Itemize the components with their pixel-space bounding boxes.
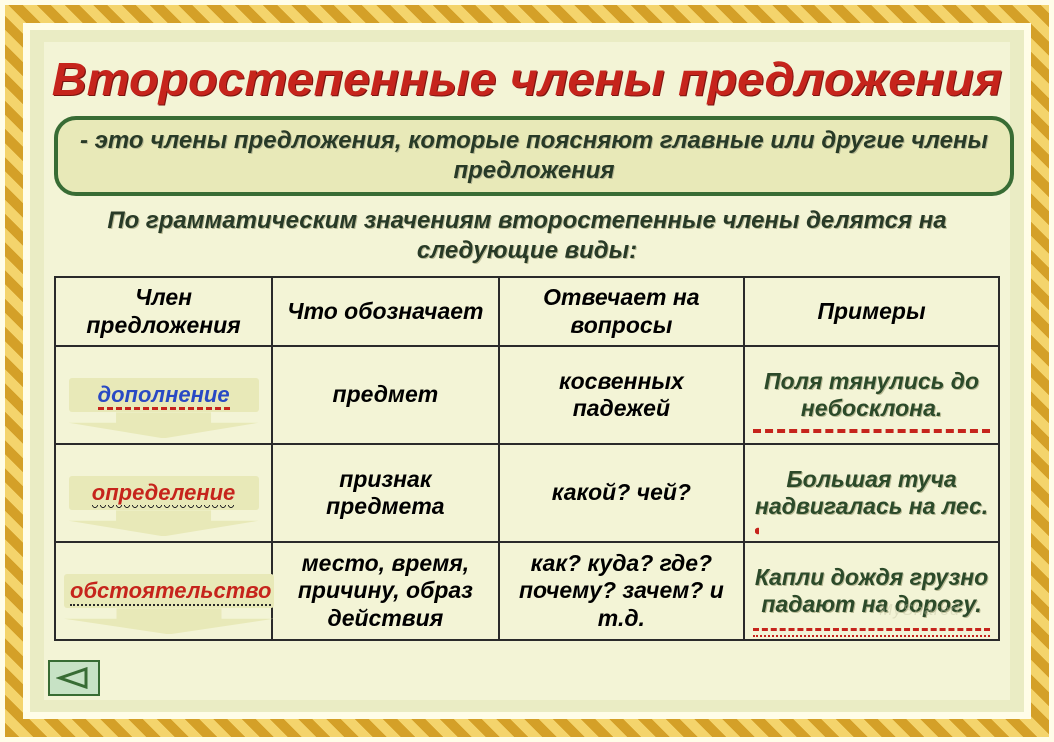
table-row: обстоятельство место, время, причину, об…	[55, 542, 999, 640]
table-row: определение признак предмета какой? чей?…	[55, 444, 999, 542]
cell-member: дополнение	[55, 346, 272, 444]
th-denotes: Что обозначает	[272, 277, 499, 346]
arrow-down-icon	[69, 412, 259, 438]
underline-wavy	[753, 527, 990, 535]
underline-dashdot-bottom	[753, 635, 990, 637]
th-questions: Отвечает на вопросы	[499, 277, 744, 346]
table-row: дополнение предмет косвенных падежей Пол…	[55, 346, 999, 444]
cell-questions: косвенных падежей	[499, 346, 744, 444]
watermark-text: MyShared	[879, 602, 960, 620]
outer-panel: Второстепенные члены предложения - это ч…	[30, 30, 1024, 712]
cell-denotes: место, время, причину, образ действия	[272, 542, 499, 640]
cell-member: обстоятельство	[55, 542, 272, 640]
definition-box: - это члены предложения, которые поясняю…	[54, 116, 1014, 196]
member-label: обстоятельство	[70, 578, 271, 604]
cell-example: Поля тянулись до небосклона.	[744, 346, 999, 444]
back-button[interactable]	[48, 660, 100, 696]
member-label: определение	[92, 480, 236, 506]
inner-panel: Второстепенные члены предложения - это ч…	[44, 42, 1010, 700]
cell-denotes: признак предмета	[272, 444, 499, 542]
members-table: Член предложения Что обозначает Отвечает…	[54, 276, 1000, 641]
cell-questions: какой? чей?	[499, 444, 744, 542]
cell-denotes: предмет	[272, 346, 499, 444]
arrow-label-dopolnenie: дополнение	[69, 378, 259, 412]
triangle-left-icon	[56, 667, 92, 689]
member-label: дополнение	[98, 382, 230, 408]
cell-example: Большая туча надвигалась на лес.	[744, 444, 999, 542]
th-member: Член предложения	[55, 277, 272, 346]
slide-title: Второстепенные члены предложения	[30, 52, 1023, 106]
subheading: По грамматическим значениям второстепенн…	[54, 206, 1000, 266]
underline-dashdot-top	[753, 628, 990, 631]
th-examples: Примеры	[744, 277, 999, 346]
cell-member: определение	[55, 444, 272, 542]
arrow-label-opredelenie: определение	[69, 476, 259, 510]
underline-dash	[753, 429, 990, 433]
cell-example: Капли дождя грузно падают на дорогу.	[744, 542, 999, 640]
arrow-label-obstoyatelstvo: обстоятельство	[64, 574, 274, 608]
example-text: Поля тянулись до небосклона.	[764, 368, 979, 422]
example-text: Большая туча надвигалась на лес.	[755, 466, 988, 520]
arrow-down-icon	[64, 608, 274, 634]
arrow-down-icon	[69, 510, 259, 536]
cell-questions: как? куда? где? почему? зачем? и т.д.	[499, 542, 744, 640]
table-header-row: Член предложения Что обозначает Отвечает…	[55, 277, 999, 346]
